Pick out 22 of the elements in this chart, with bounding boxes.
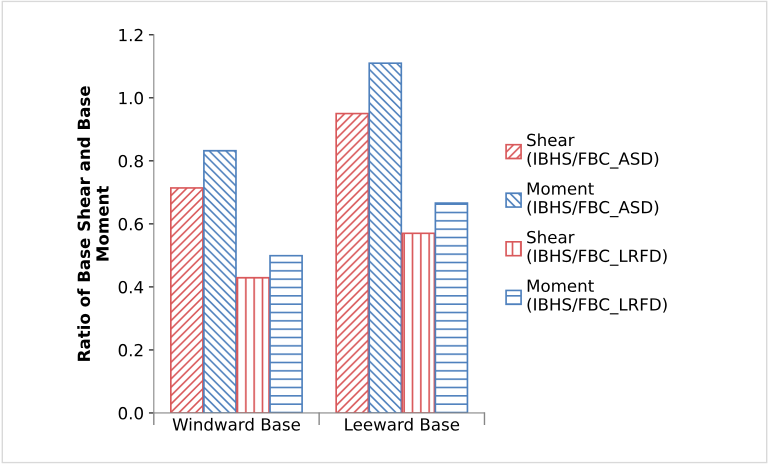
y-tick-label: 1.0 [119, 92, 143, 104]
bar [335, 112, 370, 413]
y-tick-label: 0.6 [118, 218, 144, 230]
bar [269, 254, 303, 413]
legend-label: Moment (IBHS/FBC_LRFD) [528, 280, 667, 314]
legend-label: Moment (IBHS/FBC_ASD) [528, 182, 658, 218]
x-tick-label: Windward Base [172, 418, 300, 431]
legend-label: Shear (IBHS/FBC_ASD) [527, 133, 658, 169]
bar [236, 276, 270, 413]
bar [401, 232, 436, 413]
legend-label: Shear (IBHS/FBC_LRFD) [527, 230, 667, 266]
bar [434, 202, 468, 413]
x-tick-label: Leeward Base [345, 418, 460, 431]
y-tick-label: 0.4 [118, 280, 144, 294]
y-axis-title: Ratio of Base Shear and Base Moment [77, 86, 109, 361]
y-tick-label: 0.8 [118, 154, 143, 168]
y-tick-label: 0.0 [118, 406, 143, 420]
y-tick-label: 0.2 [118, 344, 142, 356]
bar [203, 150, 237, 413]
y-tick-label: 1.2 [119, 28, 142, 42]
bar [368, 62, 402, 413]
bar [170, 187, 204, 413]
